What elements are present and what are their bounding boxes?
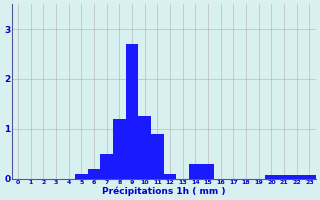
Bar bbox=[88, 169, 100, 179]
Bar bbox=[126, 44, 139, 179]
Bar bbox=[189, 164, 202, 179]
Bar bbox=[265, 175, 278, 179]
Bar bbox=[75, 174, 88, 179]
Bar bbox=[164, 174, 177, 179]
Bar bbox=[291, 175, 303, 179]
Bar bbox=[278, 175, 291, 179]
Bar bbox=[151, 134, 164, 179]
Bar bbox=[303, 175, 316, 179]
Bar bbox=[202, 164, 214, 179]
Bar bbox=[139, 116, 151, 179]
X-axis label: Précipitations 1h ( mm ): Précipitations 1h ( mm ) bbox=[102, 186, 226, 196]
Bar bbox=[113, 119, 126, 179]
Bar bbox=[100, 154, 113, 179]
